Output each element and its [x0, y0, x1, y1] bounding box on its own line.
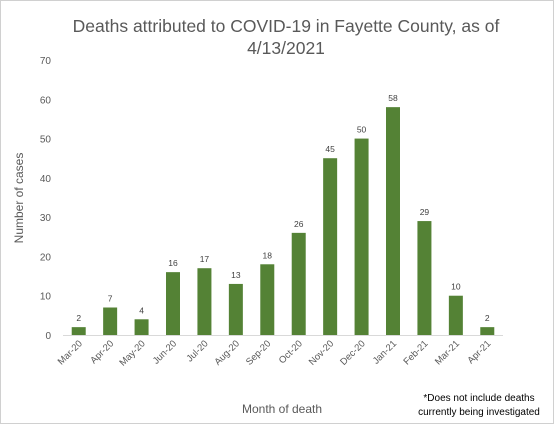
bar	[166, 272, 180, 335]
data-label: 45	[325, 144, 335, 154]
data-label: 2	[76, 313, 81, 323]
footnote-line-1: *Does not include deaths	[423, 393, 535, 404]
chart-title-line-2: 4/13/2021	[247, 38, 325, 58]
x-tick-label: Nov-20	[307, 338, 336, 367]
y-tick-label: 50	[40, 135, 52, 146]
bar	[197, 268, 212, 335]
x-tick-label: Jun-20	[151, 338, 179, 366]
bar	[103, 307, 118, 335]
bar	[480, 327, 495, 335]
x-tick-label: Apr-20	[88, 338, 116, 366]
y-tick-label: 60	[40, 95, 52, 106]
bar	[228, 283, 243, 335]
data-label: 4	[139, 305, 144, 315]
bar	[134, 319, 149, 335]
data-label: 18	[263, 250, 273, 260]
data-label: 7	[108, 294, 113, 304]
x-tick-label: Aug-20	[213, 338, 242, 367]
x-tick-label: Mar-21	[433, 338, 462, 367]
x-tick-label: Apr-21	[465, 338, 493, 366]
x-tick-label: Dec-20	[338, 338, 367, 367]
x-tick-label: Jan-21	[371, 338, 399, 366]
footnote-line-2: currently being investigated	[418, 407, 540, 418]
x-tick-label: Oct-20	[277, 338, 305, 366]
y-tick-label: 70	[40, 56, 52, 67]
bar	[323, 158, 338, 335]
y-tick-label: 0	[45, 331, 51, 342]
bar	[386, 107, 400, 336]
x-axis-label: Month of death	[241, 402, 323, 416]
x-tick-label: Jul-20	[184, 338, 210, 364]
bar	[448, 295, 463, 335]
data-label: 58	[388, 93, 398, 103]
chart-title-line-1: Deaths attributed to COVID-19 in Fayette…	[72, 16, 500, 36]
bar	[354, 138, 369, 335]
bar	[417, 221, 432, 335]
x-tick-label: Mar-20	[56, 338, 85, 367]
data-label: 16	[168, 258, 178, 268]
data-label: 13	[231, 270, 241, 280]
data-label: 50	[357, 125, 367, 135]
footnote: *Does not include deaths currently being…	[405, 392, 553, 420]
x-tick-label: May-20	[118, 338, 148, 368]
y-tick-label: 10	[40, 292, 52, 303]
y-tick-label: 20	[40, 252, 52, 263]
data-label: 29	[420, 207, 430, 217]
chart-title: Deaths attributed to COVID-19 in Fayette…	[71, 15, 501, 59]
x-tick-label: Sep-20	[244, 338, 273, 367]
bar	[260, 264, 275, 335]
bar	[291, 232, 306, 335]
bar	[71, 327, 86, 335]
y-axis-label: Number of cases	[12, 152, 26, 244]
x-tick-label: Feb-21	[401, 338, 430, 367]
data-label: 17	[200, 254, 210, 264]
data-label: 10	[451, 282, 461, 292]
y-tick-label: 30	[40, 213, 52, 224]
data-label: 2	[485, 313, 490, 323]
y-tick-label: 40	[40, 174, 52, 185]
data-label: 26	[294, 219, 304, 229]
